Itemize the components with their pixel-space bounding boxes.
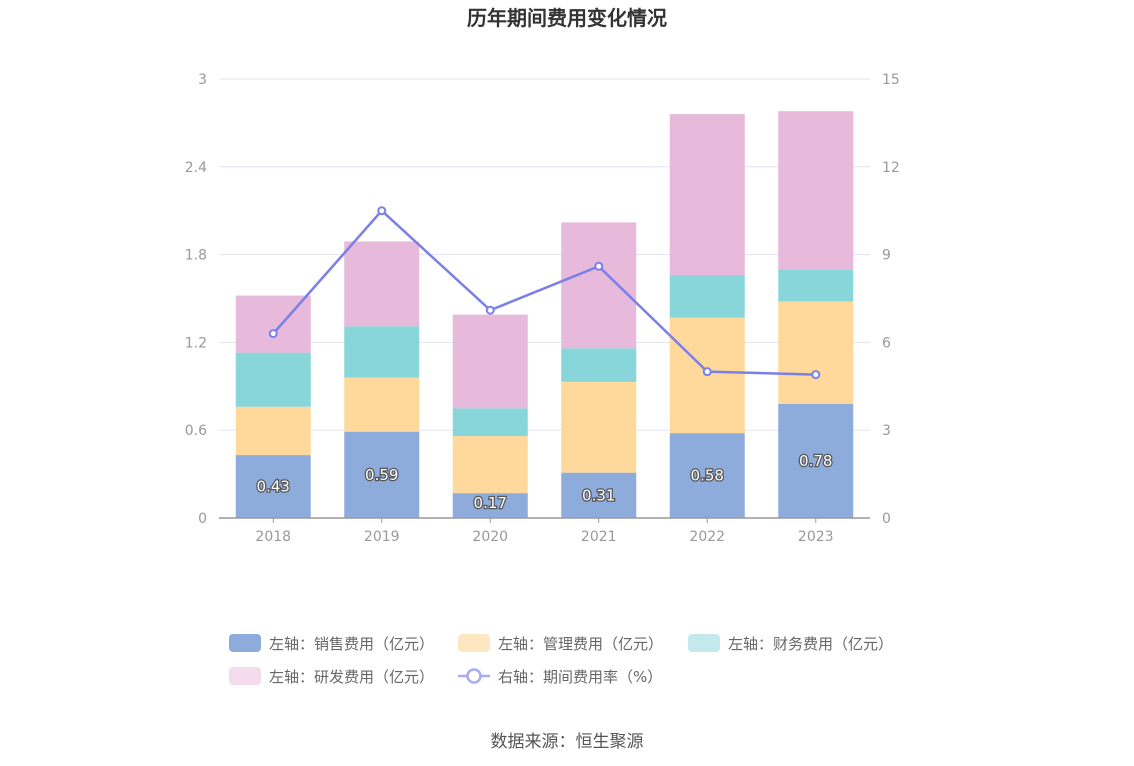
x-tick-label: 2022 (689, 529, 725, 545)
y-right-tick-label: 6 (882, 335, 891, 351)
bars (235, 111, 854, 518)
bar-segment (561, 472, 637, 518)
legend-label: 左轴：研发费用（亿元） (269, 668, 434, 686)
bar-segment (669, 275, 745, 318)
y-left-tick-label: 0.6 (185, 423, 207, 439)
bar-segment (778, 403, 854, 518)
line-point (594, 261, 604, 271)
bar-segment (452, 493, 528, 518)
line-point (377, 206, 387, 216)
y-left-tick-label: 3 (198, 72, 207, 88)
y-right-tick-label: 9 (882, 248, 891, 264)
x-tick-label: 2020 (472, 529, 508, 545)
data-source: 数据来源：恒生聚源 (491, 732, 644, 752)
x-tick-label: 2018 (255, 529, 291, 545)
legend-swatch (458, 634, 490, 652)
legend-marker-icon (466, 668, 482, 684)
y-left-tick-label: 0 (198, 511, 207, 527)
legend-swatch (688, 634, 720, 652)
bar-segment (452, 408, 528, 437)
y-left-tick-label: 1.8 (185, 248, 207, 264)
right-axis: 0 3 6 9 12 15 (882, 72, 900, 527)
legend-item[interactable]: 左轴：管理费用（亿元） (458, 634, 663, 653)
bar-segment (344, 326, 420, 378)
y-right-tick-label: 12 (882, 160, 900, 176)
bar-segment (235, 352, 311, 407)
x-tick-label: 2019 (364, 529, 400, 545)
y-left-tick-label: 1.2 (185, 335, 207, 351)
line-series (268, 206, 821, 380)
bar-data-label: 0.59 (365, 466, 398, 484)
legend: 左轴：销售费用（亿元） 左轴：管理费用（亿元） 左轴：财务费用（亿元） 左轴：研发费用… (229, 634, 893, 686)
legend-label: 左轴：财务费用（亿元） (728, 635, 893, 653)
bar-data-label: 0.58 (691, 467, 724, 485)
bar-segment (235, 406, 311, 456)
legend-item[interactable]: 右轴：期间费用率（%） (458, 668, 662, 686)
bar-segment (561, 348, 637, 382)
y-left-tick-label: 2.4 (185, 160, 207, 176)
bar-segment (669, 114, 745, 276)
bar-labels: 0.43 0.59 0.17 0.31 0.58 0.78 (255, 451, 833, 514)
y-right-tick-label: 0 (882, 511, 891, 527)
bar-segment (561, 222, 637, 349)
bar-segment (344, 431, 420, 518)
legend-item[interactable]: 左轴：销售费用（亿元） (229, 634, 434, 653)
bar-segment (778, 301, 854, 404)
bar-segment (235, 455, 311, 518)
legend-swatch (229, 667, 261, 685)
x-axis: 2018 2019 2020 2021 2022 2023 (255, 518, 834, 545)
grid (219, 78, 870, 431)
bar-data-label: 0.17 (474, 494, 507, 512)
line-point (268, 329, 278, 339)
bar-segment (452, 314, 528, 409)
y-right-tick-label: 3 (882, 423, 891, 439)
y-right-tick-label: 15 (882, 72, 900, 88)
bar-segment (344, 377, 420, 432)
bar-segment (778, 111, 854, 270)
line-path (272, 208, 816, 376)
bar-segment (561, 381, 637, 473)
x-tick-label: 2021 (581, 529, 617, 545)
line-point (702, 367, 712, 377)
legend-label: 左轴：管理费用（亿元） (498, 635, 663, 653)
bar-data-label: 0.31 (582, 486, 615, 504)
line-point (485, 305, 495, 315)
left-axis: 0 0.6 1.2 1.8 2.4 3 (185, 72, 207, 527)
x-tick-label: 2023 (798, 529, 834, 545)
bar-segment (452, 436, 528, 494)
chart-title: 历年期间费用变化情况 (467, 6, 667, 30)
legend-item[interactable]: 左轴：财务费用（亿元） (688, 634, 893, 653)
legend-label: 右轴：期间费用率（%） (498, 668, 662, 686)
bar-segment (344, 241, 420, 327)
legend-item[interactable]: 左轴：研发费用（亿元） (229, 667, 434, 686)
line-point (811, 370, 821, 380)
bar-data-label: 0.78 (799, 452, 832, 470)
bar-segment (669, 433, 745, 518)
legend-swatch (229, 634, 261, 652)
bar-data-label: 0.43 (257, 478, 290, 496)
legend-label: 左轴：销售费用（亿元） (269, 635, 434, 653)
bar-segment (778, 269, 854, 302)
